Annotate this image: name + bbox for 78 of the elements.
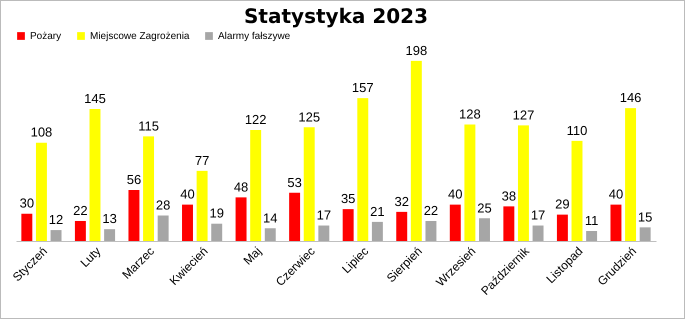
- bar: [250, 130, 262, 241]
- bar: [50, 230, 62, 241]
- bar: [289, 192, 300, 241]
- data-label: 22: [424, 202, 438, 218]
- bar: [532, 226, 544, 241]
- data-label: 28: [156, 198, 170, 213]
- bar: [342, 209, 354, 241]
- bar: [21, 214, 32, 241]
- x-tick-label: Luty: [78, 244, 104, 270]
- data-label: 30: [20, 196, 34, 211]
- data-label: 56: [126, 172, 142, 188]
- data-label: 15: [638, 209, 652, 224]
- data-label: 77: [194, 152, 210, 168]
- bar: [196, 170, 208, 241]
- data-label: 48: [234, 179, 248, 194]
- data-label: 19: [209, 206, 224, 221]
- bar: [425, 220, 436, 241]
- data-label: 40: [608, 186, 624, 202]
- bar: [586, 230, 598, 241]
- data-label: 17: [316, 208, 332, 223]
- bar: [104, 229, 116, 241]
- bar: [625, 108, 636, 241]
- bar: [450, 204, 461, 241]
- bar: [518, 125, 529, 241]
- data-label: 145: [84, 91, 106, 106]
- legend-label: Pożary: [30, 31, 62, 42]
- data-label: 122: [244, 112, 267, 127]
- legend-label: Miejscowe Zagrożenia: [90, 31, 190, 42]
- bar: [318, 226, 330, 241]
- bar: [143, 136, 154, 241]
- data-label: 115: [138, 118, 159, 134]
- data-label: 11: [584, 212, 598, 228]
- data-label: 157: [352, 80, 374, 96]
- data-label: 125: [298, 109, 320, 124]
- data-label: 110: [566, 122, 588, 138]
- data-label: 13: [102, 211, 117, 226]
- bar: [128, 190, 140, 241]
- data-label: 21: [370, 204, 385, 219]
- bar: [357, 98, 368, 241]
- bar: [640, 227, 651, 241]
- bar: [304, 127, 315, 241]
- bar: [572, 140, 582, 241]
- bar: [410, 60, 422, 241]
- bar: [556, 214, 568, 241]
- bar: [479, 218, 490, 241]
- data-label: 108: [30, 124, 52, 140]
- bar: [74, 220, 86, 241]
- data-label: 40: [448, 186, 463, 202]
- data-label: 128: [459, 106, 481, 122]
- data-label: 32: [394, 194, 409, 209]
- bar: [396, 212, 408, 241]
- data-label: 35: [340, 191, 356, 206]
- bar: [90, 109, 100, 241]
- bar: [236, 197, 247, 241]
- data-label: 53: [287, 174, 302, 190]
- bar: [610, 204, 622, 241]
- legend-label: Alarmy fałszywe: [218, 31, 291, 42]
- data-label: 198: [405, 42, 428, 58]
- data-label: 14: [263, 210, 278, 226]
- data-label: 146: [620, 90, 642, 106]
- bar: [264, 228, 276, 241]
- bar: [503, 206, 514, 241]
- bar: [36, 142, 47, 241]
- data-label: 40: [180, 186, 195, 202]
- bar: [372, 222, 383, 241]
- bar: [464, 124, 476, 241]
- data-label: 127: [512, 107, 534, 122]
- data-label: 38: [502, 188, 516, 204]
- data-label: 25: [477, 200, 492, 216]
- data-label: 12: [48, 212, 64, 228]
- data-label: 29: [555, 196, 570, 212]
- data-label: 17: [530, 208, 546, 223]
- data-label: 22: [73, 202, 88, 218]
- bar: [158, 216, 169, 241]
- x-tick-label: Maj: [240, 244, 264, 268]
- chart-title: Statystyka 2023: [244, 4, 428, 28]
- bar: [182, 204, 193, 241]
- bar: [211, 224, 222, 241]
